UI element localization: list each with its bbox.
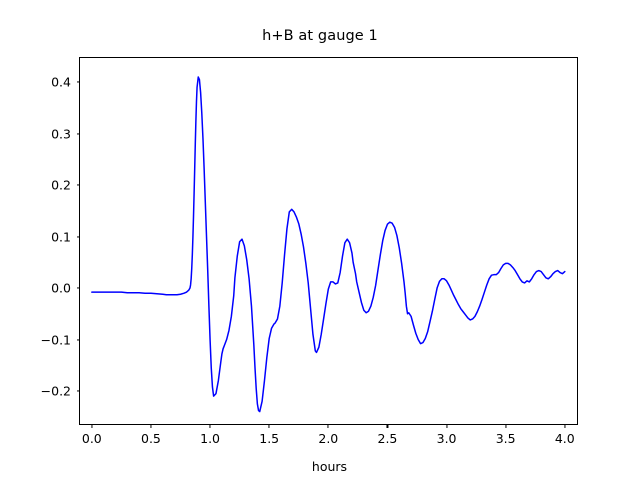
x-axis-tick-mark [150, 424, 152, 428]
y-axis-tick-label: 0.2 [51, 177, 71, 193]
data-series-line [91, 76, 566, 413]
x-axis-tick-mark [209, 424, 211, 428]
x-axis-tick-label: 1.0 [200, 431, 221, 446]
y-axis-tick-label: 0.4 [51, 74, 71, 90]
y-axis-tick-label: 0.0 [51, 280, 71, 296]
y-axis-tick-label: 0.3 [51, 126, 71, 142]
y-axis-tick-mark [76, 390, 80, 392]
line-plot-svg [91, 76, 566, 413]
y-axis-tick-mark [76, 338, 80, 341]
y-axis-tick-mark [76, 133, 80, 135]
y-axis-tick-mark [76, 287, 80, 289]
x-axis-tick-mark [446, 424, 448, 428]
y-axis-tick-label: −0.2 [40, 383, 71, 399]
x-axis-tick-mark [505, 424, 507, 428]
x-axis-tick-label: 0.5 [140, 431, 161, 446]
x-axis-tick-label: 3.5 [495, 431, 516, 446]
x-axis-tick-label: 1.5 [259, 431, 280, 446]
x-axis-tick-label: 2.5 [377, 431, 398, 446]
x-axis-tick-mark [268, 424, 270, 428]
x-axis-tick-label: 4.0 [554, 431, 575, 446]
x-axis-tick-label: 3.0 [436, 431, 457, 446]
x-axis-tick-label: 0.0 [81, 431, 102, 446]
x-axis-tick-mark [327, 424, 329, 428]
x-axis-label: hours [311, 459, 348, 474]
x-axis-tick-mark [386, 424, 388, 428]
x-axis-tick-label: 2.0 [318, 431, 339, 446]
chart-title: h+B at gauge 1 [262, 28, 378, 44]
plot-axes: hours 0.4 0.3 0.2 0.1 0.0 −0.1 −0.2 0.0 0.5 1.0 1.… [41, 57, 578, 474]
x-axis-tick-mark [564, 424, 566, 428]
y-axis-tick-label: 0.1 [51, 229, 71, 245]
y-axis-tick-mark [76, 81, 80, 83]
y-axis-tick-mark [76, 236, 80, 238]
y-axis-tick-mark [76, 184, 80, 186]
x-axis-tick-mark [91, 424, 93, 428]
y-axis-tick-label: −0.1 [40, 332, 71, 348]
